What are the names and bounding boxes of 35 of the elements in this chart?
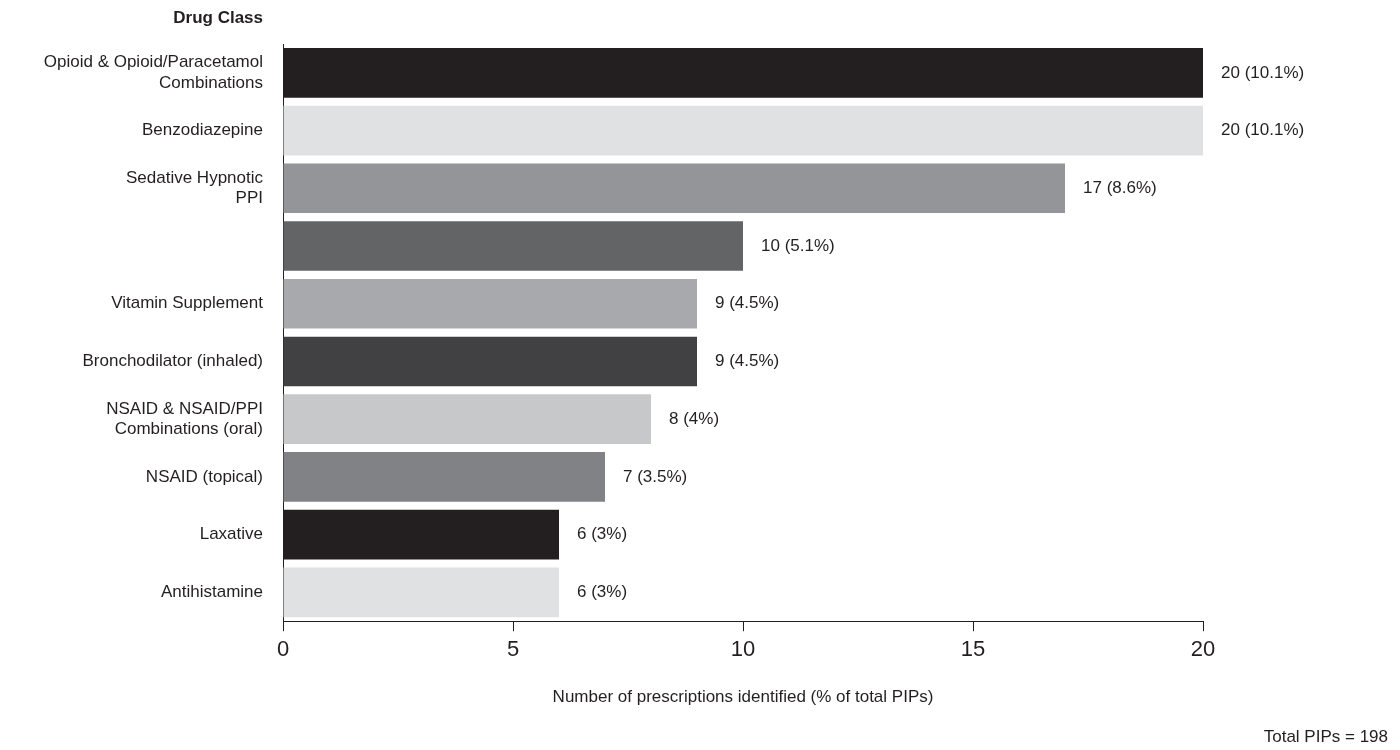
data-label: 9 (4.5%) — [715, 293, 780, 313]
y-tick-label: NSAID & NSAID/PPI Combinations (oral) — [106, 398, 263, 439]
bar — [283, 336, 697, 387]
bar — [283, 394, 651, 444]
data-label: 6 (3%) — [577, 582, 628, 602]
bar — [283, 221, 743, 271]
y-tick-label: Sedative Hypnotic PPI — [125, 167, 264, 208]
data-label: 20 (10.1%) — [1221, 120, 1305, 140]
bar — [283, 452, 605, 502]
x-tick-label: 0 — [276, 636, 290, 662]
y-tick-label: Vitamin Supplement — [111, 293, 264, 313]
y-tick-label: Opioid & Opioid/Paracetamol Combinations — [43, 52, 263, 92]
data-label: 10 (5.1%) — [761, 235, 835, 255]
data-label: 6 (3%) — [577, 524, 628, 544]
data-label: 9 (4.5%) — [715, 351, 780, 371]
data-label: 20 (10.1%) — [1221, 62, 1305, 82]
bar — [283, 163, 1065, 214]
text: Total PIPs = 198 — [1263, 727, 1388, 747]
x-axis-title: Number of prescriptions identified (% of total PIPs) — [552, 687, 934, 707]
y-axis-title: Drug Class — [173, 7, 263, 27]
y-tick-label: NSAID (topical) — [145, 466, 263, 486]
y-tick-label: Laxative — [199, 524, 263, 544]
bar — [283, 278, 697, 329]
x-tick-label: 10 — [730, 636, 756, 662]
y-tick-label: Benzodiazepine — [142, 120, 263, 140]
x-tick-label: 5 — [506, 636, 520, 662]
y-tick-label: Bronchodilator (inhaled) — [82, 351, 263, 371]
bar — [283, 567, 559, 618]
data-label: 17 (8.6%) — [1083, 177, 1157, 197]
y-tick-label: Antihistamine — [160, 582, 263, 602]
x-tick-label: 20 — [1190, 636, 1216, 662]
data-label: 7 (3.5%) — [623, 466, 688, 486]
x-tick-label: 15 — [960, 636, 986, 662]
bar — [283, 105, 1203, 156]
data-label: 8 (4%) — [669, 408, 720, 428]
